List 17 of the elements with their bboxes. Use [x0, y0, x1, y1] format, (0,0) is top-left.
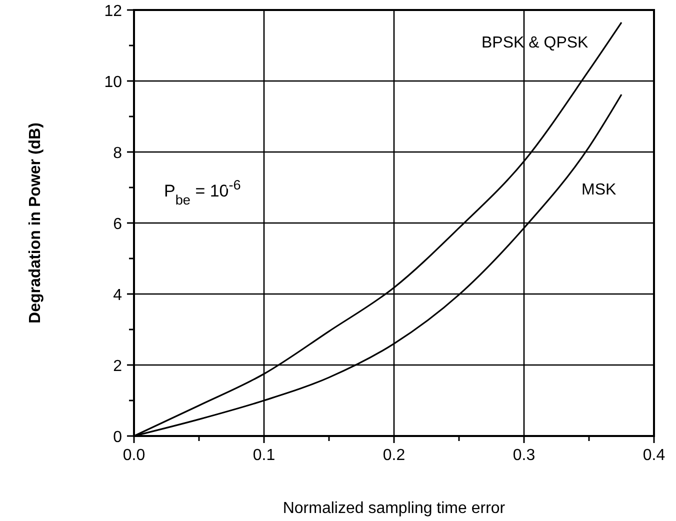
x-tick-label: 0.2: [382, 447, 406, 464]
y-tick-label: 6: [113, 216, 122, 233]
y-tick-label: 0: [113, 429, 122, 446]
x-tick-label: 0.0: [122, 447, 146, 464]
y-tick-label: 10: [104, 74, 122, 91]
y-tick-label: 12: [104, 3, 122, 20]
series-label: MSK: [582, 181, 616, 198]
x-axis-title: Normalized sampling time error: [282, 500, 506, 517]
series-label: BPSK & QPSK: [482, 34, 589, 52]
y-axis-title: Degradation in Power (dB): [27, 122, 44, 324]
annotation: P$_{be}$ = 10$^{-6}$: [164, 176, 241, 207]
x-tick-label: 0.3: [512, 447, 536, 464]
x-tick-label: 0.1: [252, 447, 276, 464]
x-tick-label: 0.4: [642, 447, 666, 464]
y-tick-label: 4: [113, 287, 122, 304]
y-tick-label: 2: [113, 358, 122, 375]
y-tick-label: 8: [113, 145, 122, 162]
